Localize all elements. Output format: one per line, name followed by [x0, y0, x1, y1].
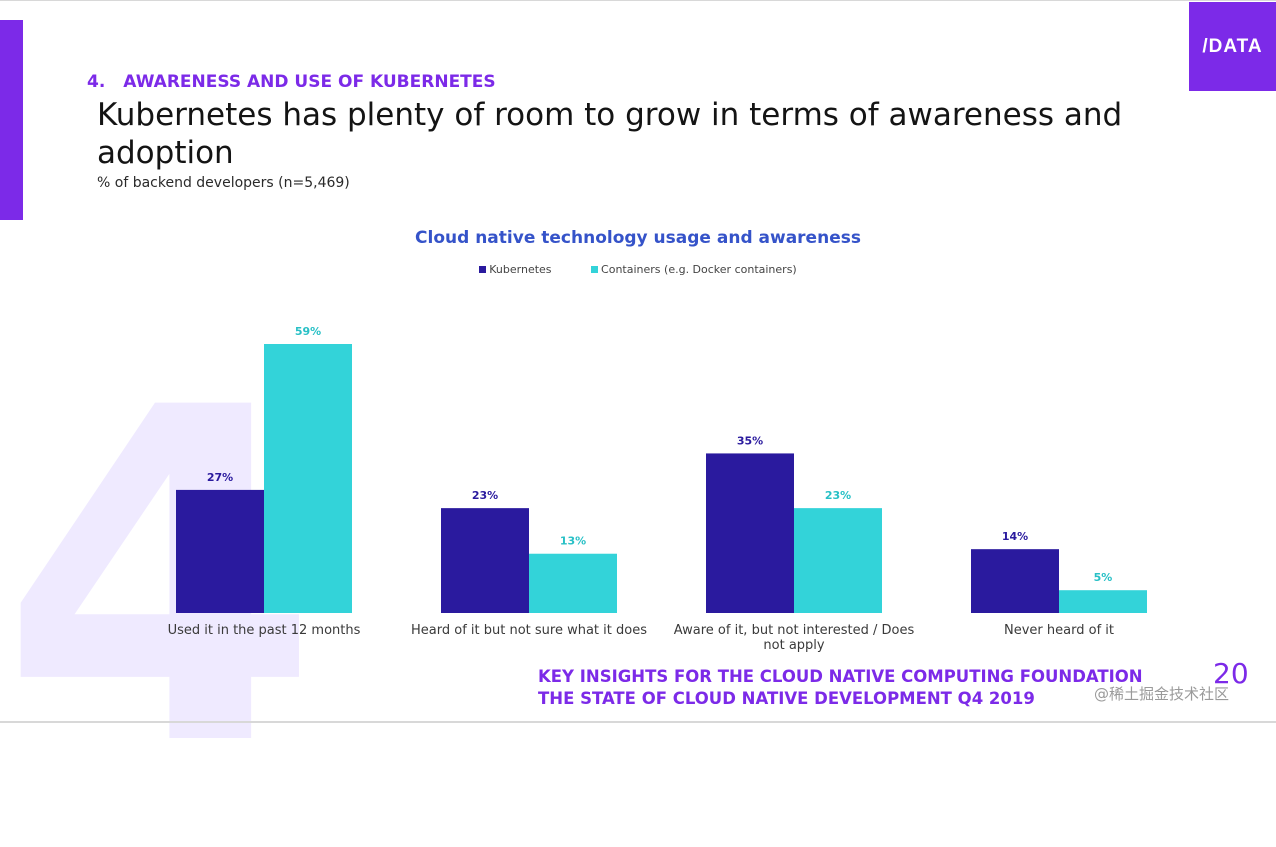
bar-kubernetes-3 [971, 549, 1059, 613]
category-label-1: Heard of it but not sure what it does [411, 623, 647, 638]
legend-swatch-kubernetes [479, 266, 487, 273]
data-label-kubernetes-3: 14% [1002, 530, 1028, 543]
footer-line-1: KEY INSIGHTS FOR THE CLOUD NATIVE COMPUT… [538, 667, 1143, 686]
footer-line-2: THE STATE OF CLOUD NATIVE DEVELOPMENT Q4… [538, 689, 1035, 708]
data-label-kubernetes-0: 27% [207, 471, 233, 484]
subtitle: % of backend developers (n=5,469) [97, 175, 350, 191]
legend-item-containers: Containers (e.g. Docker containers) [591, 263, 797, 276]
page-number: 20 [1213, 657, 1249, 690]
bar-containers-1 [529, 553, 617, 613]
category-label-line: Never heard of it [1004, 623, 1114, 638]
bar-containers-2 [794, 508, 882, 613]
category-label-line: Used it in the past 12 months [168, 623, 361, 638]
category-label-2: Aware of it, but not interested / Does no… [674, 623, 915, 653]
legend-label-kubernetes: Kubernetes [489, 263, 552, 276]
top-border [0, 0, 1276, 1]
accent-bar [0, 20, 23, 220]
section-number: 4. [87, 72, 106, 92]
bottom-border [0, 721, 1276, 723]
category-label-3: Never heard of it [1004, 623, 1114, 638]
section-title: 4. AWARENESS AND USE OF KUBERNETES [87, 72, 496, 92]
chart-title: Cloud native technology usage and awaren… [415, 228, 861, 248]
legend-label-containers: Containers (e.g. Docker containers) [601, 263, 797, 276]
data-label-containers-1: 13% [560, 535, 586, 548]
bar-kubernetes-1 [441, 508, 529, 613]
bar-chart: 27% 59% Used it in the past 12 months 23% 13… [168, 325, 1147, 653]
logo-text: /DATA [1202, 36, 1263, 57]
watermark: @稀土掘金技术社区 [1094, 685, 1230, 703]
headline: Kubernetes has plenty of room to grow in… [97, 97, 1123, 171]
category-label-line: not apply [763, 638, 825, 653]
bar-containers-0 [264, 344, 352, 613]
data-label-kubernetes-2: 35% [737, 434, 763, 447]
data-label-kubernetes-1: 23% [472, 489, 498, 502]
bar-containers-3 [1059, 590, 1147, 613]
data-label-containers-0: 59% [295, 325, 321, 338]
chart-legend: Kubernetes Containers (e.g. Docker conta… [0, 263, 1276, 276]
category-label-line: Heard of it but not sure what it does [411, 623, 647, 638]
legend-item-kubernetes: Kubernetes [479, 263, 552, 276]
legend-swatch-containers [591, 266, 599, 273]
category-label-line: Aware of it, but not interested / Does [674, 623, 915, 638]
data-label-containers-3: 5% [1094, 571, 1113, 584]
footer: KEY INSIGHTS FOR THE CLOUD NATIVE COMPUT… [538, 666, 1143, 710]
section-label: AWARENESS AND USE OF KUBERNETES [123, 72, 496, 92]
data-label-containers-2: 23% [825, 489, 851, 502]
category-label-0: Used it in the past 12 months [168, 623, 361, 638]
logo: /DATA [1189, 2, 1276, 91]
bar-kubernetes-2 [706, 453, 794, 613]
bar-kubernetes-0 [176, 489, 264, 613]
